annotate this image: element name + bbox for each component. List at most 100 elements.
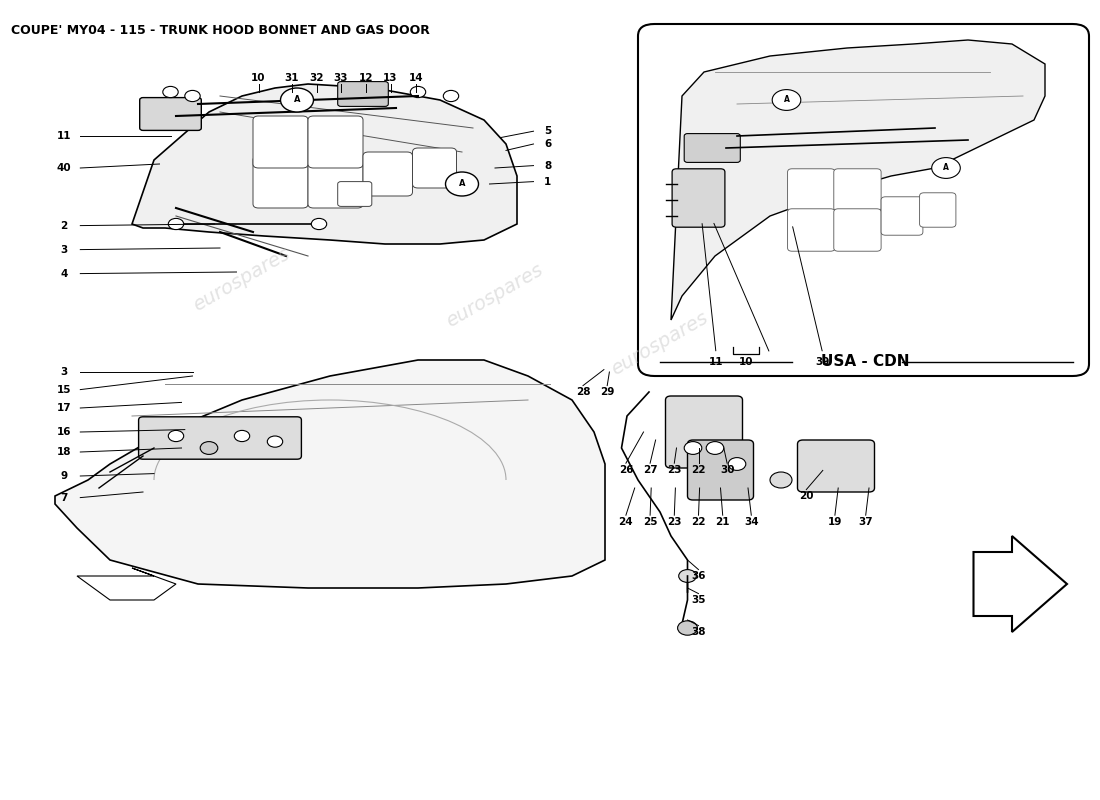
Text: 12: 12 (359, 74, 374, 83)
Circle shape (446, 172, 478, 196)
Polygon shape (671, 40, 1045, 320)
Text: 3: 3 (60, 367, 67, 377)
FancyBboxPatch shape (672, 169, 725, 227)
Text: COUPE' MY04 - 115 - TRUNK HOOD BONNET AND GAS DOOR: COUPE' MY04 - 115 - TRUNK HOOD BONNET AN… (11, 24, 430, 37)
Text: 20: 20 (799, 491, 814, 501)
FancyBboxPatch shape (638, 24, 1089, 376)
Text: 16: 16 (56, 427, 72, 437)
Circle shape (234, 430, 250, 442)
Text: 36: 36 (691, 571, 706, 581)
Text: 39: 39 (815, 357, 830, 366)
Text: 35: 35 (691, 595, 706, 605)
Text: 26: 26 (618, 465, 634, 474)
FancyBboxPatch shape (253, 116, 308, 168)
Polygon shape (77, 568, 176, 600)
Text: 19: 19 (827, 517, 843, 526)
Circle shape (706, 442, 724, 454)
Text: 11: 11 (56, 131, 72, 141)
FancyBboxPatch shape (338, 182, 372, 206)
Text: 33: 33 (333, 74, 349, 83)
FancyBboxPatch shape (788, 209, 835, 251)
FancyBboxPatch shape (140, 98, 201, 130)
Circle shape (678, 621, 697, 635)
Text: 22: 22 (691, 517, 706, 526)
FancyBboxPatch shape (688, 440, 754, 500)
Circle shape (267, 436, 283, 447)
FancyBboxPatch shape (308, 116, 363, 168)
Text: 18: 18 (56, 447, 72, 457)
Text: A: A (783, 95, 790, 105)
FancyBboxPatch shape (920, 193, 956, 227)
FancyBboxPatch shape (666, 396, 743, 468)
FancyBboxPatch shape (308, 156, 363, 208)
FancyBboxPatch shape (412, 148, 456, 188)
Text: 23: 23 (667, 517, 682, 526)
Text: 10: 10 (738, 357, 754, 366)
Text: 2: 2 (60, 221, 67, 230)
Text: 28: 28 (575, 387, 591, 397)
FancyBboxPatch shape (788, 169, 835, 211)
Text: 6: 6 (544, 139, 551, 149)
Text: A: A (943, 163, 949, 173)
Text: 21: 21 (715, 517, 730, 526)
Text: 38: 38 (691, 627, 706, 637)
Polygon shape (132, 84, 517, 244)
Circle shape (443, 90, 459, 102)
Circle shape (185, 90, 200, 102)
Text: 5: 5 (544, 126, 551, 136)
FancyBboxPatch shape (834, 209, 881, 251)
Circle shape (163, 86, 178, 98)
Circle shape (280, 88, 314, 112)
FancyBboxPatch shape (881, 197, 923, 235)
Text: 9: 9 (60, 471, 67, 481)
Text: 1: 1 (544, 177, 551, 186)
Circle shape (932, 158, 960, 178)
Text: 25: 25 (642, 517, 658, 526)
FancyBboxPatch shape (798, 440, 875, 492)
Text: eurospares: eurospares (608, 309, 712, 379)
Text: eurospares: eurospares (443, 261, 547, 331)
Circle shape (684, 442, 702, 454)
Text: 29: 29 (600, 387, 615, 397)
Text: 4: 4 (60, 269, 67, 278)
Text: 10: 10 (251, 74, 266, 83)
Text: 30: 30 (719, 465, 735, 474)
Text: 22: 22 (691, 465, 706, 474)
Circle shape (168, 430, 184, 442)
Text: 11: 11 (708, 357, 724, 366)
Polygon shape (55, 360, 605, 588)
FancyBboxPatch shape (684, 134, 740, 162)
FancyBboxPatch shape (338, 82, 388, 106)
Text: 3: 3 (60, 245, 67, 254)
Circle shape (168, 218, 184, 230)
FancyBboxPatch shape (834, 169, 881, 211)
Text: 13: 13 (383, 74, 398, 83)
Text: A: A (459, 179, 465, 189)
Text: 15: 15 (56, 385, 72, 394)
Text: 27: 27 (642, 465, 658, 474)
Text: A: A (294, 95, 300, 105)
Text: 14: 14 (408, 74, 424, 83)
Circle shape (679, 570, 696, 582)
Text: 32: 32 (309, 74, 324, 83)
Text: 23: 23 (667, 465, 682, 474)
Text: 24: 24 (618, 517, 634, 526)
Text: 31: 31 (284, 74, 299, 83)
Text: 17: 17 (56, 403, 72, 413)
Circle shape (728, 458, 746, 470)
FancyBboxPatch shape (363, 152, 412, 196)
Text: eurospares: eurospares (190, 245, 294, 315)
Circle shape (410, 86, 426, 98)
Circle shape (200, 442, 218, 454)
Circle shape (311, 218, 327, 230)
Text: 34: 34 (744, 517, 759, 526)
Text: 40: 40 (56, 163, 72, 173)
Text: USA - CDN: USA - CDN (822, 354, 910, 369)
Text: 7: 7 (60, 493, 67, 502)
Text: 8: 8 (544, 161, 551, 170)
Circle shape (772, 90, 801, 110)
Text: 37: 37 (858, 517, 873, 526)
FancyBboxPatch shape (139, 417, 301, 459)
Circle shape (770, 472, 792, 488)
Polygon shape (974, 536, 1067, 632)
